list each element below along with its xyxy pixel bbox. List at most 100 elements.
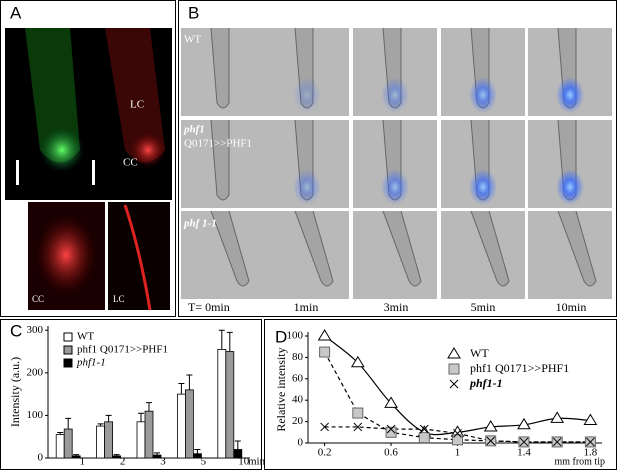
- point: [418, 432, 430, 444]
- point: [385, 426, 397, 438]
- error-bar: [105, 414, 112, 422]
- error-bar: [73, 454, 80, 456]
- root: [210, 27, 230, 109]
- label: C: [10, 321, 22, 340]
- cell-label: CC: [123, 157, 138, 169]
- legend-swatch: [63, 332, 73, 342]
- error-bar: [186, 374, 193, 390]
- point: [317, 329, 332, 341]
- error-bar: [234, 440, 241, 450]
- label: 5: [201, 456, 207, 468]
- bar: [136, 421, 146, 459]
- legend-swatch: [63, 358, 73, 368]
- point: [486, 436, 496, 446]
- label: phf1 Q0171>>PHF1: [470, 361, 569, 375]
- root: [210, 210, 250, 287]
- point: [320, 422, 329, 432]
- error-bar: [146, 402, 152, 412]
- point: [384, 396, 398, 408]
- bar: [112, 455, 121, 459]
- bar: [63, 428, 73, 459]
- label: 60: [292, 372, 304, 384]
- fluorescence: [556, 169, 584, 205]
- error-bar: [65, 417, 72, 430]
- point: [483, 419, 498, 432]
- label: 1: [455, 447, 461, 459]
- cell-label: LC: [113, 294, 125, 304]
- time-label: 1min: [294, 300, 319, 314]
- error-bar: [113, 454, 120, 456]
- point: [419, 424, 429, 434]
- point: [353, 422, 363, 432]
- time-label: 10min: [556, 300, 587, 314]
- bar: [192, 453, 202, 459]
- error-bar: [218, 329, 225, 350]
- label: 1: [79, 456, 85, 468]
- root: [210, 119, 230, 201]
- point: [350, 355, 365, 368]
- label: phf1-1: [469, 376, 503, 390]
- label: 0: [298, 437, 304, 449]
- cell-label: LC: [130, 99, 144, 111]
- label: 100: [287, 330, 304, 342]
- label: phf1 Q0171>>PHF1: [77, 344, 168, 356]
- root: [470, 210, 510, 287]
- point: [552, 437, 562, 447]
- time-label: 5min: [471, 300, 496, 314]
- time-label: T= 0min: [188, 300, 230, 314]
- panel-label: B: [188, 3, 199, 22]
- bar: [144, 410, 154, 459]
- error-bar: [154, 452, 160, 456]
- fluorescence: [381, 169, 409, 205]
- point: [550, 411, 565, 423]
- point: [586, 437, 595, 447]
- label: 2: [120, 456, 126, 468]
- label: 10: [238, 456, 250, 468]
- bar: [217, 349, 227, 459]
- point: [352, 407, 364, 419]
- point: [453, 429, 462, 438]
- label: mm from tip: [554, 456, 605, 467]
- fluorescence: [293, 77, 321, 113]
- label: 1.4: [517, 447, 531, 459]
- label: 1.8: [584, 447, 598, 459]
- label: 3: [160, 456, 166, 468]
- error-bar: [226, 331, 233, 352]
- panel-label: A: [10, 3, 22, 22]
- error-bar: [138, 412, 144, 422]
- label: D: [275, 327, 287, 346]
- point: [452, 434, 463, 446]
- label: Intensity (a.u.): [8, 357, 22, 427]
- point: [517, 417, 531, 430]
- fluorescence: [293, 169, 321, 205]
- bar: [96, 425, 105, 459]
- error-bar: [57, 431, 64, 435]
- label: WT: [470, 346, 489, 360]
- error-bar: [178, 382, 185, 395]
- fluorescence: [556, 77, 584, 113]
- label: 300: [27, 324, 44, 336]
- bar: [225, 351, 235, 459]
- label: WT: [77, 331, 94, 343]
- label: 0: [38, 452, 44, 464]
- legend-swatch: [63, 345, 73, 355]
- root: [382, 210, 422, 287]
- bar: [184, 389, 194, 459]
- row-label: WT: [184, 34, 201, 46]
- fluorescence: [381, 77, 409, 113]
- label: 0.2: [318, 447, 332, 459]
- label: 20: [292, 415, 304, 427]
- label: Relative intensity: [274, 347, 288, 431]
- micrographs-b: [181, 27, 612, 299]
- fluorescence: [469, 169, 497, 205]
- error-bar: [194, 448, 201, 454]
- cell-label: CC: [32, 294, 44, 304]
- point: [583, 413, 598, 426]
- root: [557, 210, 597, 287]
- point: [319, 346, 331, 358]
- time-label: 3min: [384, 300, 409, 314]
- bar: [71, 455, 81, 459]
- label: 40: [292, 394, 304, 406]
- label: 0.6: [384, 447, 398, 459]
